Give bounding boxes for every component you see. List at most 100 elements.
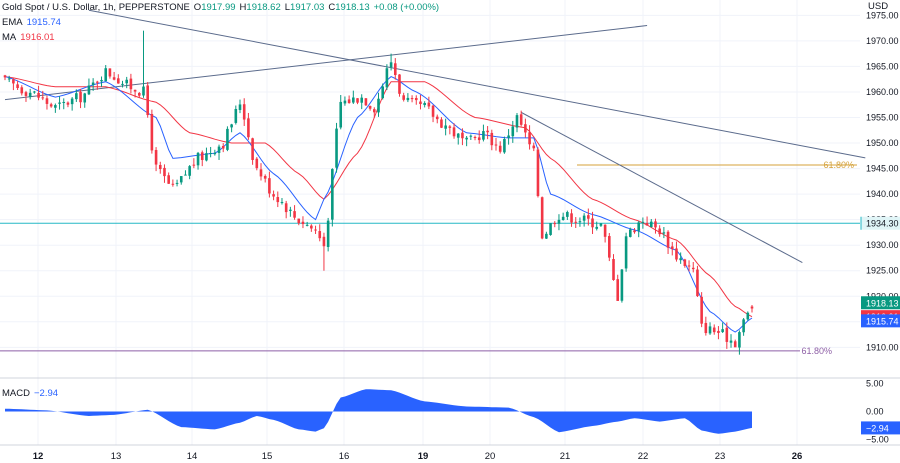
price-tick-label: 1910.00 [866,342,899,352]
price-tick-label: 1965.00 [866,61,899,71]
candle-body [503,138,506,153]
legend-header: Gold Spot / U.S. Dollar, 1h, PEPPERSTONE… [2,2,440,43]
trendlines [4,9,866,263]
candle-body [83,93,87,103]
candle-body [675,248,678,260]
price-badge-close-bg [861,296,900,310]
candle-body [540,197,544,239]
candle-body [16,84,19,89]
candle-body [289,209,292,211]
candle-body [498,145,502,152]
price-badge-1934: 1934.30 [866,219,899,229]
fib-label-upper: 61.80% [823,160,854,170]
candle-body [649,221,653,227]
candle-body [712,327,716,333]
candle-body [696,269,699,297]
candle-body [154,150,158,165]
macd-tick-label: 0.00 [866,407,884,417]
macd-pane [5,389,752,434]
candle-body [45,98,49,104]
candle-body [49,104,53,107]
candle-body [482,131,485,140]
price-tick-label: 1950.00 [866,138,899,148]
candle-body [738,332,741,348]
candle-body [242,104,246,120]
candle-body [213,152,217,155]
candle-body [398,74,401,94]
open-value: 1917.99 [201,2,236,13]
low-value: 1917.03 [290,2,325,13]
candle-body [490,132,494,146]
time-tick-label: 15 [262,451,273,462]
candle-body [708,326,712,334]
candle-body [297,218,301,224]
candle-body [335,128,338,168]
candle-body [255,158,259,169]
candle-body [318,231,322,239]
ma-legend[interactable]: MA 1916.01 [2,32,55,43]
candle-body [616,279,620,301]
candle-body [742,319,745,333]
price-tick-label: 1975.00 [866,10,899,20]
macd-badge: −2.94 [866,423,889,433]
macd-tick-label: 5.00 [866,379,884,389]
macd-legend[interactable]: MACD −2.94 [2,388,58,399]
high-value: 1918.62 [246,2,281,13]
candle-body [465,137,468,140]
candle-body [247,118,250,138]
candle-body [268,178,271,194]
candle-body [263,175,267,179]
ema-legend[interactable]: EMA 1915.74 [2,17,61,28]
candle-body [112,77,116,80]
currency-label: USD [868,1,889,12]
candle-body [423,102,426,106]
candle-body [645,223,649,226]
candle-body [381,86,384,99]
candle-body [608,236,611,258]
change-value: +0.08 (+0.00%) [373,2,440,13]
candle-body [469,135,473,137]
candle-body [293,211,296,218]
candle-body [435,116,439,120]
time-tick-label: 20 [485,451,496,462]
candle-body [360,97,364,103]
candle-body [70,98,74,105]
candle-body [200,152,204,161]
candle-body [347,99,351,104]
candle-body [66,102,70,105]
candle-body [230,124,233,128]
candle-body [217,146,221,153]
candle-body [620,269,624,301]
candle-body [532,145,536,149]
candle-body [276,197,280,203]
candle-body [184,174,187,176]
candle-body [444,125,447,129]
horizontal-levels: 61.80% 61.80% [0,160,860,356]
candle-body [528,132,531,145]
candle-body [175,182,179,184]
ma-value: 1916.01 [20,32,55,43]
candle-body [171,183,175,185]
candle-body [721,329,724,333]
candle-body [456,133,460,138]
candle-body [566,212,569,217]
candle-body [259,169,263,177]
candle-body [343,100,347,104]
candle-body [511,126,515,137]
candle-body [578,221,582,223]
candle-body [519,114,523,125]
candle-body [314,229,317,231]
candle-body [570,213,573,223]
candle-body [406,97,410,101]
candle-body [104,68,108,82]
candle-body [108,68,112,77]
candle-body [146,85,149,116]
time-tick-label: 12 [33,451,44,462]
candle-body [251,138,254,160]
candle-body [486,130,489,133]
candle-body [733,341,737,348]
candle-body [226,128,229,150]
candle-body [221,146,225,149]
candle-body [142,86,145,96]
